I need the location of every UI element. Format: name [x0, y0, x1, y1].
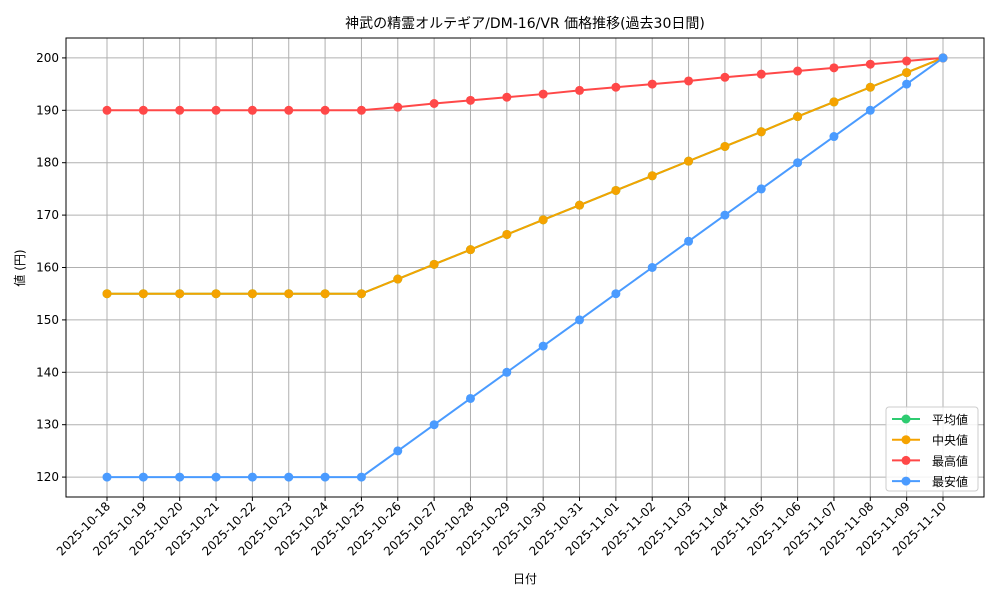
- data-point: [356, 105, 366, 115]
- data-point: [138, 289, 148, 299]
- legend-label: 最高値: [932, 453, 968, 468]
- data-point: [865, 59, 875, 69]
- data-point: [247, 105, 257, 115]
- data-point: [320, 105, 330, 115]
- series-line-0: [107, 56, 944, 295]
- y-tick-label: 120: [36, 470, 59, 484]
- chart-title: 神武の精霊オルテギア/DM-16/VR 価格推移(過去30日間): [345, 16, 705, 32]
- data-point: [902, 79, 912, 89]
- data-point: [175, 289, 185, 299]
- data-point: [902, 56, 912, 66]
- data-point: [102, 472, 112, 482]
- data-point: [720, 210, 730, 220]
- data-point: [575, 200, 585, 210]
- x-axis-label: 日付: [513, 572, 537, 586]
- y-tick-label: 180: [36, 156, 59, 170]
- data-point: [756, 69, 766, 79]
- data-point: [393, 446, 403, 456]
- data-point: [684, 236, 694, 246]
- data-point: [320, 472, 330, 482]
- legend-marker: [901, 435, 911, 445]
- y-tick-label: 200: [36, 51, 59, 65]
- y-axis-label: 値 (円): [12, 249, 27, 286]
- data-point: [684, 156, 694, 166]
- legend-label: 最安値: [932, 474, 968, 489]
- data-point: [611, 185, 621, 195]
- y-tick-label: 140: [36, 365, 59, 379]
- data-point: [684, 76, 694, 86]
- data-point: [502, 367, 512, 377]
- data-point: [538, 215, 548, 225]
- data-point: [865, 105, 875, 115]
- data-point: [320, 289, 330, 299]
- legend-label: 平均値: [932, 412, 968, 427]
- data-point: [720, 72, 730, 82]
- data-point: [793, 112, 803, 122]
- data-point: [829, 63, 839, 73]
- data-point: [465, 95, 475, 105]
- data-point: [647, 171, 657, 181]
- data-point: [356, 289, 366, 299]
- data-point: [102, 289, 112, 299]
- data-point: [720, 141, 730, 151]
- data-point: [465, 393, 475, 403]
- legend-marker: [901, 476, 911, 486]
- y-tick-label: 170: [36, 208, 59, 222]
- series-line-2: [107, 56, 944, 112]
- data-point: [538, 341, 548, 351]
- data-point: [647, 263, 657, 272]
- data-point: [502, 229, 512, 239]
- series-line-3: [107, 57, 944, 479]
- data-point: [938, 53, 948, 63]
- data-point: [175, 472, 185, 482]
- data-point: [611, 289, 621, 299]
- data-point: [538, 89, 548, 99]
- data-point: [793, 158, 803, 168]
- data-point: [393, 274, 403, 284]
- data-point: [211, 105, 221, 115]
- data-point: [175, 105, 185, 115]
- y-tick-label: 150: [36, 313, 59, 327]
- data-point: [247, 289, 257, 299]
- data-point: [829, 132, 839, 142]
- data-point: [756, 127, 766, 137]
- y-tick-label: 130: [36, 418, 59, 432]
- data-point: [284, 472, 294, 482]
- data-point: [611, 82, 621, 92]
- data-point: [793, 66, 803, 76]
- data-point: [829, 97, 839, 107]
- data-point: [756, 184, 766, 194]
- data-point: [865, 82, 875, 92]
- data-point: [393, 102, 403, 112]
- data-point: [465, 245, 475, 255]
- legend-marker: [901, 455, 911, 465]
- y-tick-label: 190: [36, 103, 59, 117]
- data-point: [356, 472, 366, 482]
- data-point: [902, 68, 912, 78]
- legend-box: [885, 406, 979, 492]
- legend-label: 中央値: [932, 433, 968, 448]
- data-point: [284, 289, 294, 299]
- data-point: [429, 420, 439, 430]
- data-point: [575, 315, 585, 325]
- legend-marker: [901, 414, 911, 424]
- data-point: [247, 472, 257, 482]
- data-point: [211, 289, 221, 299]
- data-point: [102, 105, 112, 115]
- data-point: [138, 105, 148, 115]
- data-point: [429, 98, 439, 108]
- data-point: [284, 105, 294, 115]
- data-point: [211, 472, 221, 482]
- series-line-1: [107, 56, 944, 295]
- data-point: [429, 259, 439, 269]
- data-point: [575, 85, 585, 95]
- data-point: [647, 79, 657, 89]
- data-point: [502, 92, 512, 102]
- data-point: [138, 472, 148, 482]
- y-tick-label: 160: [36, 261, 59, 275]
